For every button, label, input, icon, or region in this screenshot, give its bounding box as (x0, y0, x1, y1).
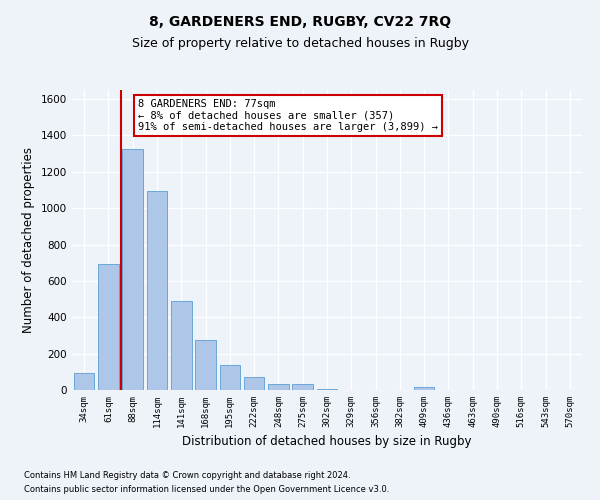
Bar (98, 264, 119, 390)
Text: 8 GARDENERS END: 77sqm
← 8% of detached houses are smaller (357)
91% of semi-det: 8 GARDENERS END: 77sqm ← 8% of detached … (139, 99, 438, 132)
Bar (122, 149, 143, 390)
Y-axis label: Number of detached properties: Number of detached properties (22, 147, 35, 333)
Bar (220, 366, 240, 390)
Bar (317, 389, 337, 390)
Text: 8, GARDENERS END, RUGBY, CV22 7RQ: 8, GARDENERS END, RUGBY, CV22 7RQ (149, 15, 451, 29)
Text: Size of property relative to detached houses in Rugby: Size of property relative to detached ho… (131, 38, 469, 51)
Bar (292, 384, 313, 390)
Bar (414, 388, 434, 390)
Text: Contains HM Land Registry data © Crown copyright and database right 2024.: Contains HM Land Registry data © Crown c… (24, 470, 350, 480)
Bar (146, 191, 167, 390)
Bar (268, 384, 289, 390)
Bar (171, 301, 191, 390)
Bar (74, 372, 94, 390)
Bar (244, 378, 265, 390)
Bar (195, 340, 216, 390)
X-axis label: Distribution of detached houses by size in Rugby: Distribution of detached houses by size … (182, 436, 472, 448)
Text: Contains public sector information licensed under the Open Government Licence v3: Contains public sector information licen… (24, 486, 389, 494)
